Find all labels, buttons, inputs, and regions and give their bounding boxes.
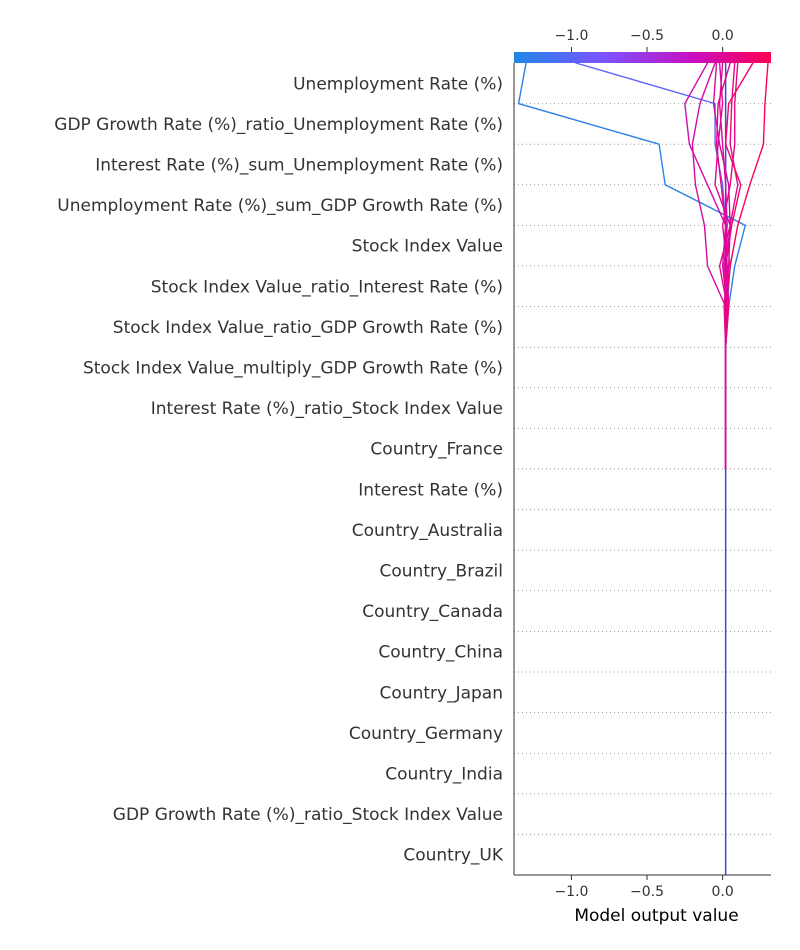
- bottom-tick-label: 0.0: [711, 884, 733, 900]
- x-axis-title: Model output value: [574, 906, 738, 926]
- decision-path: [517, 57, 747, 469]
- colorbar: [514, 52, 771, 63]
- top-tick-label: 0.0: [711, 28, 733, 44]
- feature-label: Country_Japan: [380, 683, 503, 703]
- feature-label: Country_UK: [403, 846, 503, 866]
- top-tick-label: −0.5: [630, 28, 664, 44]
- feature-label: Interest Rate (%)_sum_Unemployment Rate …: [95, 156, 503, 176]
- feature-label: Country_China: [378, 643, 503, 663]
- feature-label: Unemployment Rate (%): [293, 74, 503, 94]
- decision-path: [712, 57, 731, 469]
- bottom-tick-label: −1.0: [554, 884, 588, 900]
- top-tick-label: −1.0: [554, 28, 588, 44]
- x-axes: −1.0 −1.0 −0.5 −0.5 0.0 0.0: [513, 28, 771, 900]
- feature-label: Unemployment Rate (%)_sum_GDP Growth Rat…: [57, 196, 503, 216]
- feature-labels: Unemployment Rate (%) GDP Growth Rate (%)…: [54, 74, 504, 865]
- grid-lines: [514, 103, 771, 876]
- sample-paths: [517, 57, 769, 875]
- feature-label: GDP Growth Rate (%)_ratio_Unemployment R…: [54, 115, 503, 135]
- feature-label: Stock Index Value_multiply_GDP Growth Ra…: [83, 359, 503, 379]
- feature-label: Stock Index Value_ratio_Interest Rate (%…: [151, 277, 503, 297]
- feature-label: Interest Rate (%): [358, 480, 503, 500]
- feature-label: Country_Australia: [352, 521, 503, 541]
- feature-label: Interest Rate (%)_ratio_Stock Index Valu…: [151, 399, 503, 419]
- feature-label: Country_Brazil: [380, 562, 503, 582]
- feature-label: Country_Germany: [349, 724, 503, 744]
- decision-path: [724, 57, 769, 469]
- feature-label: Country_France: [370, 440, 503, 460]
- bottom-tick-label: −0.5: [630, 884, 664, 900]
- feature-label: Stock Index Value_ratio_GDP Growth Rate …: [113, 318, 503, 338]
- feature-label: Stock Index Value: [352, 237, 503, 257]
- feature-label: Country_India: [385, 765, 503, 785]
- feature-label: Country_Canada: [362, 602, 503, 622]
- feature-label: GDP Growth Rate (%)_ratio_Stock Index Va…: [113, 805, 503, 825]
